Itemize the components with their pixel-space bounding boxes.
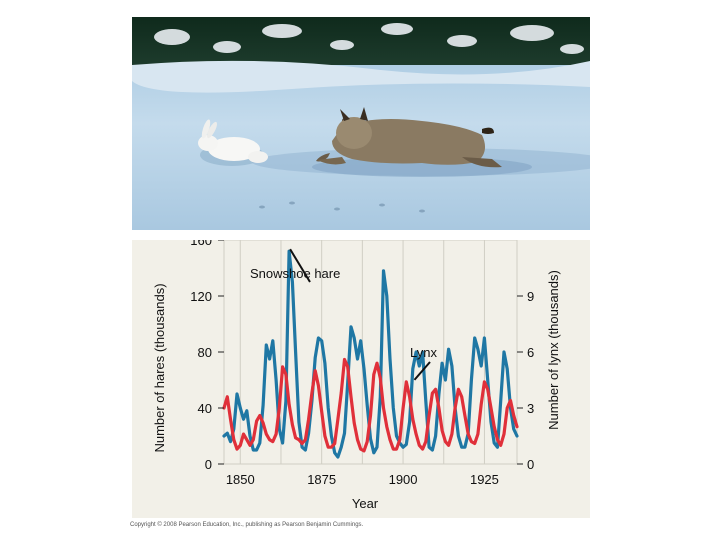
y-left-tick-label: 40 xyxy=(198,401,212,416)
y-right-tick-label: 0 xyxy=(527,457,534,472)
y-right-tick-label: 3 xyxy=(527,401,534,416)
annotation-layer: Snowshoe hare Lynx xyxy=(250,248,437,381)
snow-on-trees xyxy=(154,23,584,54)
snow-tracks xyxy=(259,201,425,213)
annotation-lynx-pointer xyxy=(413,361,431,381)
y-axis-title-left: Number of hares (thousands) xyxy=(152,283,167,452)
grid-lines xyxy=(223,240,518,465)
forest-edge xyxy=(132,17,590,65)
y-left-tick-label: 160 xyxy=(190,240,212,248)
x-axis-title: Year xyxy=(352,496,379,511)
lynx-icon xyxy=(312,107,532,177)
chart-panel xyxy=(132,240,590,518)
hare-icon xyxy=(198,119,268,166)
x-tick-label: 1850 xyxy=(226,472,255,487)
y-right-tick-label: 6 xyxy=(527,345,534,360)
copyright-notice: Copyright © 2008 Pearson Education, Inc.… xyxy=(130,522,364,528)
lynx-series-line xyxy=(222,357,519,453)
y-axis-title-right: Number of lynx (thousands) xyxy=(546,270,561,430)
y-left-tick-label: 120 xyxy=(190,289,212,304)
annotation-hare-pointer xyxy=(289,248,311,283)
axis-layer: 1850 1875 1900 1925 0 40 80 120 160 0 3 6 9 xyxy=(190,240,534,487)
series-layer xyxy=(222,249,519,459)
lynx-hare-photo xyxy=(132,17,590,230)
annotation-lynx-label: Lynx xyxy=(410,345,437,360)
y-left-tick-label: 0 xyxy=(205,457,212,472)
hare-lynx-chart: 1850 1875 1900 1925 0 40 80 120 160 0 3 6 9 Snowshoe… xyxy=(152,240,561,511)
x-tick-label: 1875 xyxy=(307,472,336,487)
annotation-hare-label: Snowshoe hare xyxy=(250,266,340,281)
y-right-tick-label: 9 xyxy=(527,289,534,304)
x-tick-label: 1925 xyxy=(470,472,499,487)
x-tick-label: 1900 xyxy=(389,472,418,487)
snow-drift xyxy=(132,60,590,93)
y-left-tick-label: 80 xyxy=(198,345,212,360)
